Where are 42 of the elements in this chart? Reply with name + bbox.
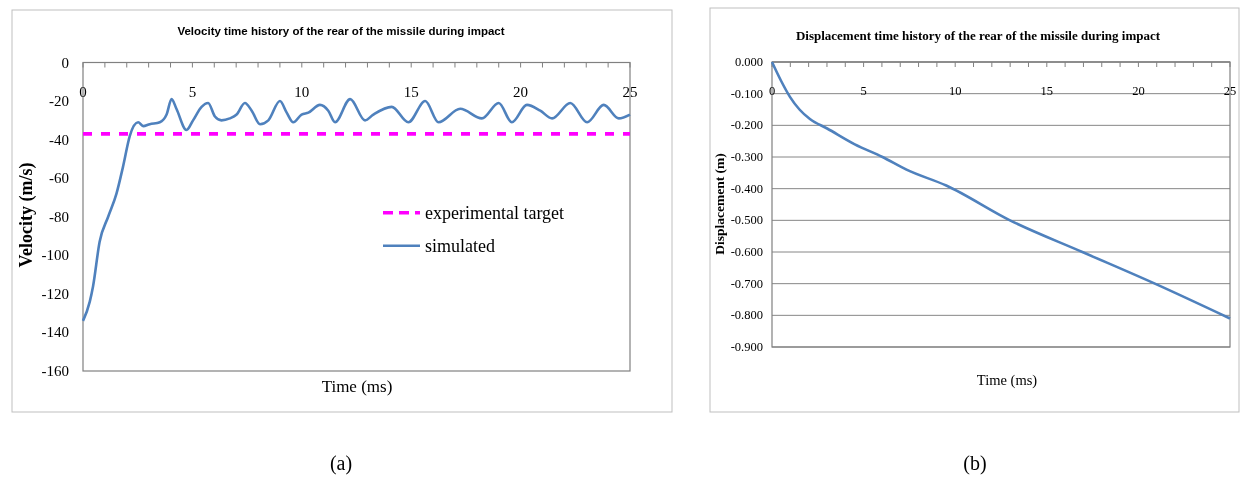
y-tick-label: -0.600 [730, 245, 763, 259]
y-tick-label: -120 [41, 285, 69, 302]
y-tick-label: 0 [61, 54, 69, 71]
x-tick-label: 25 [1223, 84, 1237, 98]
x-tick-label: 5 [860, 84, 867, 98]
x-tick-label: 15 [1040, 84, 1054, 98]
y-tick-label: -0.400 [730, 181, 763, 196]
text: (a) [329, 452, 353, 475]
x-tick-label: 20 [1132, 84, 1145, 98]
y-tick-label: -140 [41, 324, 69, 341]
x-tick-label: 25 [622, 83, 638, 100]
x-tick-label: 15 [403, 83, 419, 100]
y-axis-title: Velocity (m/s) [16, 162, 37, 268]
y-tick-label: -0.300 [730, 150, 763, 164]
y-tick-label: -0.700 [730, 276, 763, 291]
line-series [81, 97, 632, 323]
y-tick-label: 0.000 [734, 55, 763, 69]
y-tick-label: -80 [49, 208, 69, 225]
y-tick-label: -40 [49, 131, 69, 148]
x-tick-label: 0 [768, 84, 776, 98]
y-tick-label: -160 [41, 363, 69, 379]
x-axis-title: Time (ms) [321, 377, 393, 396]
x-tick-label: 10 [948, 84, 962, 98]
x-tick-label: 0 [79, 83, 87, 100]
legend-label: experimental target [425, 202, 565, 223]
x-axis-title: Time (ms) [976, 372, 1038, 389]
y-axis-title: Displacement (m) [711, 153, 727, 255]
y-tick-label: -60 [49, 170, 69, 187]
x-tick-label: 10 [294, 83, 310, 100]
y-tick-label: -0.500 [730, 213, 763, 228]
y-tick-label: -0.800 [730, 308, 763, 323]
legend-label: simulated [425, 235, 495, 256]
x-tick-label: 20 [513, 83, 529, 100]
text: (b) [963, 452, 987, 475]
chart-title: Velocity time history of the rear of the missile during impact [177, 25, 505, 37]
chart-title: Displacement time history of the rear of the missile during impact [795, 28, 1161, 43]
y-tick-label: -0.900 [730, 340, 763, 354]
y-tick-label: -20 [49, 93, 69, 110]
y-tick-label: -100 [41, 247, 69, 264]
y-tick-label: -0.200 [730, 118, 763, 133]
y-tick-label: -0.100 [730, 86, 763, 101]
x-tick-label: 5 [188, 83, 197, 100]
